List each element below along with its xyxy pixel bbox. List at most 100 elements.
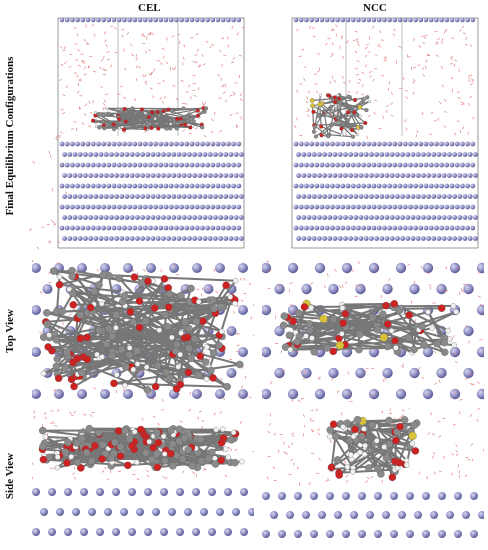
substrate-atom xyxy=(32,528,40,536)
water-molecule xyxy=(198,64,200,68)
substrate-atom xyxy=(93,173,99,178)
carbon-atom xyxy=(346,94,351,99)
substrate-atom xyxy=(439,141,444,147)
water-molecule xyxy=(307,114,310,118)
substrate-atom xyxy=(75,141,80,147)
water-molecule xyxy=(150,87,153,90)
substrate-atom xyxy=(176,173,182,178)
carbon-atom xyxy=(112,127,117,132)
substrate-atom xyxy=(179,204,185,210)
substrate-atom xyxy=(431,152,437,157)
substrate-atom xyxy=(298,183,304,189)
water-molecule xyxy=(123,96,127,99)
substrate-atom xyxy=(350,183,356,189)
substrate-atom xyxy=(123,263,133,273)
water-molecule xyxy=(410,300,413,304)
hydrogen-atom xyxy=(99,354,105,360)
substrate-atom xyxy=(218,236,224,241)
substrate-atom xyxy=(306,194,312,199)
substrate-atom xyxy=(379,194,385,199)
water-molecule xyxy=(440,65,443,69)
substrate-atom xyxy=(135,152,140,157)
substrate-atom xyxy=(293,162,299,168)
substrate-atom xyxy=(444,162,450,168)
water-molecule xyxy=(182,129,186,132)
substrate-atom xyxy=(444,17,450,23)
substrate-atom xyxy=(470,162,476,168)
substrate-atom xyxy=(233,236,239,241)
water-molecule xyxy=(345,474,348,478)
substrate-atom xyxy=(327,173,333,178)
water-molecule xyxy=(180,79,184,82)
substrate-atom xyxy=(189,17,195,23)
water-molecule xyxy=(194,61,198,64)
substrate-atom xyxy=(470,183,476,189)
water-molecule xyxy=(476,381,480,384)
water-molecule xyxy=(219,410,223,414)
water-molecule xyxy=(136,65,138,69)
substrate-atom xyxy=(67,194,73,199)
water-molecule xyxy=(370,394,374,396)
substrate-atom xyxy=(137,225,143,231)
carbon-atom xyxy=(204,454,213,462)
molecule-bond xyxy=(320,126,343,136)
substrate-atom xyxy=(361,17,366,23)
oxygen-atom xyxy=(137,425,145,434)
substrate-atom xyxy=(278,492,286,500)
panel-side-ncc xyxy=(262,408,484,548)
water-molecule xyxy=(239,420,242,424)
carbon-atom xyxy=(162,368,170,377)
water-molecule xyxy=(213,412,216,416)
substrate-atom xyxy=(88,152,93,157)
substrate-atom xyxy=(423,162,429,168)
carbon-atom xyxy=(129,318,137,326)
water-molecule xyxy=(41,226,45,229)
oxygen-atom xyxy=(300,303,309,311)
water-molecule xyxy=(70,128,75,130)
water-molecule xyxy=(160,62,163,66)
molecule-bond xyxy=(80,314,188,339)
water-molecule xyxy=(393,28,396,32)
sulfur-atom xyxy=(309,98,315,103)
substrate-atom xyxy=(389,152,395,157)
substrate-atom xyxy=(213,215,218,220)
substrate-atom xyxy=(421,194,426,199)
substrate-atom xyxy=(163,17,169,23)
carbon-atom xyxy=(210,304,218,313)
water-molecule xyxy=(248,282,252,286)
substrate-atom xyxy=(207,215,213,220)
carbon-atom xyxy=(77,434,86,443)
water-molecule xyxy=(459,28,462,32)
substrate-atom xyxy=(142,183,148,189)
substrate-atom xyxy=(278,530,286,538)
water-molecule xyxy=(405,96,409,99)
substrate-atom xyxy=(129,215,135,220)
hydrogen-atom xyxy=(362,442,368,449)
substrate-atom xyxy=(324,162,330,168)
substrate-atom xyxy=(106,141,112,147)
substrate-atom xyxy=(444,204,450,210)
substrate-atom xyxy=(187,152,192,157)
substrate-atom xyxy=(119,194,125,199)
substrate-atom xyxy=(215,204,221,210)
substrate-atom xyxy=(395,194,400,199)
substrate-atom xyxy=(423,204,429,210)
substrate-atom xyxy=(72,152,78,157)
substrate-atom xyxy=(317,194,322,199)
substrate-atom xyxy=(132,162,138,168)
substrate-atom xyxy=(470,17,476,23)
hydrogen-atom xyxy=(388,328,395,334)
hydrogen-atom xyxy=(303,333,309,339)
carbon-atom xyxy=(185,324,193,333)
substrate-atom xyxy=(462,152,468,157)
substrate-atom xyxy=(220,225,226,231)
hydrogen-atom xyxy=(227,294,234,300)
substrate-atom xyxy=(181,194,187,199)
water-molecule xyxy=(55,137,58,141)
oxygen-atom xyxy=(411,447,420,455)
substrate-atom xyxy=(314,225,320,231)
carbon-atom xyxy=(39,442,47,451)
water-molecule xyxy=(438,379,441,383)
hydrogen-atom xyxy=(357,449,363,456)
hydrogen-atom xyxy=(130,366,137,373)
